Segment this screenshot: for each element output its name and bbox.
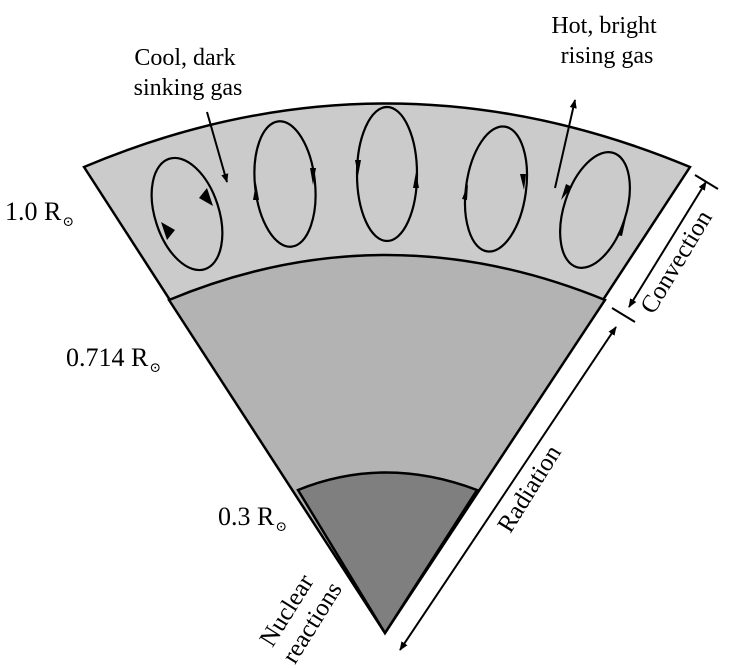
radius-label-convection-base: 0.714 R⊙	[66, 343, 161, 376]
cool-gas-arrow	[206, 111, 229, 183]
hot-gas-label: Hot, bright rising gas	[551, 13, 662, 69]
convection-extent-arrow	[628, 181, 707, 308]
nuclear-reactions-label: Nuclear reactions	[253, 563, 347, 668]
cool-gas-label: Cool, dark sinking gas	[134, 45, 243, 101]
hot-gas-label-line2: rising gas	[561, 43, 654, 69]
hot-gas-label-line1: Hot, bright	[551, 13, 657, 39]
convection-cell-5	[559, 151, 631, 269]
convection-cell-4	[462, 125, 529, 253]
radius-label-core: 0.3 R⊙	[218, 502, 287, 535]
convection-cells	[150, 105, 631, 272]
zone-boundary-tick	[611, 307, 636, 323]
cool-gas-label-line2: sinking gas	[134, 75, 243, 101]
hot-gas-arrow	[554, 99, 577, 189]
cool-gas-label-line1: Cool, dark	[134, 45, 235, 71]
convection-cell-1	[150, 156, 224, 272]
convection-cell-2	[253, 120, 317, 248]
convection-cell-3	[355, 105, 419, 243]
radiation-extent-arrow	[399, 326, 617, 651]
radius-label-surface: 1.0 R⊙	[5, 197, 74, 230]
convection-tick-top	[694, 174, 719, 190]
